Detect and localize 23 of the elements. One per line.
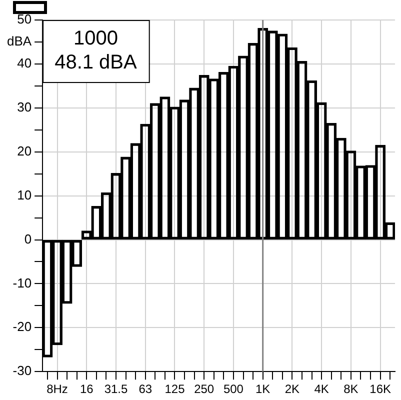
x-tick-label: 2K xyxy=(284,382,300,396)
y-tick-label: 30 xyxy=(17,99,32,114)
x-tick-label: 125 xyxy=(164,382,186,396)
y-tick-label: 40 xyxy=(17,56,32,71)
x-tick-label: 4K xyxy=(314,382,329,396)
x-tick-label: 16 xyxy=(80,382,94,396)
x-tick-label: 500 xyxy=(223,382,244,396)
y-tick-label: 20 xyxy=(17,143,32,158)
y-tick-label: 10 xyxy=(17,187,32,202)
y-tick-label: -20 xyxy=(12,319,32,334)
x-tick-label: 16K xyxy=(370,382,391,396)
y-tick-label: 50 xyxy=(17,12,32,27)
y-tick-label: dBA xyxy=(6,34,32,49)
y-tick-label: 0 xyxy=(24,231,32,246)
y-tick-label: -30 xyxy=(12,363,32,378)
x-tick-label: 8K xyxy=(344,382,358,396)
y-tick-label: -10 xyxy=(12,275,32,290)
x-tick-label: 31.5 xyxy=(104,382,128,396)
x-tick-label: 8Hz xyxy=(46,382,68,396)
annotation: 1000 48.1 dBA xyxy=(54,28,138,74)
x-tick-label: 1K xyxy=(255,382,270,396)
x-tick-label: 63 xyxy=(138,382,152,396)
x-tick-label: 250 xyxy=(194,382,214,396)
